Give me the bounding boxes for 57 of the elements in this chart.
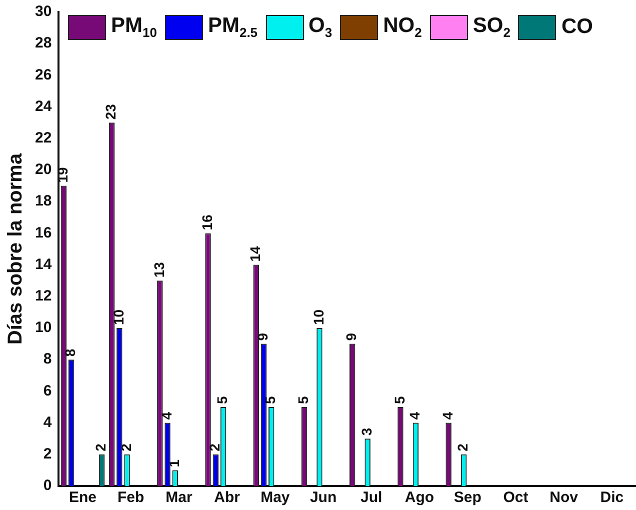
legend-label: NO$_{2}$ bbox=[383, 14, 422, 40]
x-tick-label: Jul bbox=[360, 489, 382, 506]
x-tick-label: Mar bbox=[166, 489, 192, 506]
y-tick-label: 2 bbox=[43, 446, 52, 463]
data-label: 5 bbox=[391, 396, 408, 404]
data-label: 4 bbox=[439, 412, 456, 420]
data-label: 9 bbox=[254, 332, 271, 341]
legend-label: PM$_{2.5}$ bbox=[208, 14, 258, 40]
x-tick-label: Oct bbox=[503, 489, 528, 506]
x-tick-label: Dic bbox=[600, 489, 624, 506]
y-axis-title: Días sobre la norma bbox=[4, 152, 27, 345]
y-tick-label: 24 bbox=[34, 98, 52, 115]
data-label: 2 bbox=[454, 443, 471, 452]
data-label: 14 bbox=[246, 246, 263, 262]
data-label: 2 bbox=[118, 443, 134, 452]
x-tick-label: Jun bbox=[310, 489, 337, 506]
data-label: 2 bbox=[92, 443, 109, 452]
data-label: 5 bbox=[295, 396, 312, 404]
legend-label: O$_{3}$ bbox=[308, 14, 332, 40]
y-tick-label: 18 bbox=[34, 192, 52, 210]
x-tick-label: May bbox=[260, 489, 290, 506]
data-label: 13 bbox=[150, 262, 167, 278]
y-tick-label: 6 bbox=[43, 382, 52, 400]
y-tick-label: 26 bbox=[34, 66, 52, 84]
data-label: 16 bbox=[198, 214, 215, 230]
data-label: 9 bbox=[343, 332, 360, 341]
y-tick-label: 0 bbox=[43, 477, 52, 494]
data-label: 5 bbox=[214, 396, 230, 404]
y-tick-label: 16 bbox=[34, 224, 52, 242]
y-tick-label: 12 bbox=[34, 288, 52, 305]
data-label: 10 bbox=[110, 309, 126, 325]
data-label: 23 bbox=[102, 104, 119, 120]
data-label: 8 bbox=[62, 348, 78, 357]
data-label: 2 bbox=[206, 443, 222, 452]
data-label: 5 bbox=[262, 396, 278, 404]
x-tick-label: Nov bbox=[550, 489, 579, 506]
y-tick-label: 22 bbox=[34, 130, 52, 147]
x-tick-label: Sep bbox=[454, 489, 482, 506]
y-tick-label: 10 bbox=[34, 319, 52, 336]
y-tick-label: 30 bbox=[34, 3, 52, 20]
x-tick-label: Ago bbox=[404, 489, 434, 506]
y-tick-label: 4 bbox=[43, 414, 52, 431]
x-tick-label: Ene bbox=[68, 489, 96, 506]
data-label: 4 bbox=[158, 412, 174, 420]
y-tick-label: 14 bbox=[34, 256, 52, 273]
x-tick-label: Abr bbox=[214, 489, 240, 506]
legend-label: CO bbox=[561, 15, 593, 40]
y-tick-label: 8 bbox=[43, 350, 52, 368]
data-label: 10 bbox=[310, 309, 326, 325]
data-label: 3 bbox=[358, 428, 374, 436]
y-tick-label: 28 bbox=[34, 34, 52, 52]
x-tick-label: Feb bbox=[118, 489, 144, 506]
y-tick-label: 20 bbox=[34, 161, 52, 178]
legend-label: SO$_{2}$ bbox=[472, 14, 510, 40]
data-label: 1 bbox=[166, 459, 182, 468]
data-label: 4 bbox=[406, 412, 423, 420]
legend-label: PM$_{10}$ bbox=[111, 14, 157, 40]
